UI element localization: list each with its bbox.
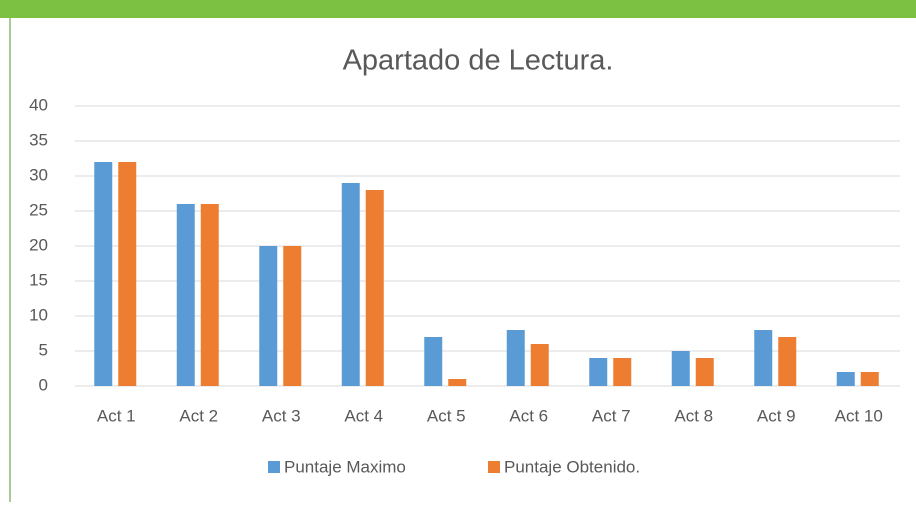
- legend-label: Puntaje Maximo: [284, 457, 406, 476]
- bar: [695, 358, 714, 386]
- x-tick-label: Act 5: [427, 406, 466, 425]
- bar: [283, 246, 302, 386]
- bar: [589, 358, 608, 386]
- bar: [94, 162, 113, 386]
- x-tick-label: Act 1: [97, 406, 136, 425]
- header-band: [0, 0, 916, 18]
- x-tick-label: Act 6: [509, 406, 548, 425]
- chart-title: Apartado de Lectura.: [343, 45, 614, 77]
- x-tick-label: Act 10: [835, 406, 883, 425]
- bar: [836, 372, 855, 386]
- y-tick-label: 20: [29, 235, 48, 254]
- bar: [671, 351, 690, 386]
- bar: [506, 330, 525, 386]
- y-tick-label: 35: [29, 130, 48, 149]
- y-tick-label: 25: [29, 200, 48, 219]
- legend-swatch: [268, 461, 280, 473]
- y-tick-label: 15: [29, 270, 48, 289]
- y-tick-label: 10: [29, 305, 48, 324]
- x-tick-label: Act 8: [674, 406, 713, 425]
- legend-label: Puntaje Obtenido.: [504, 457, 640, 476]
- bar: [613, 358, 632, 386]
- bar: [118, 162, 137, 386]
- y-tick-label: 0: [39, 375, 48, 394]
- bar: [448, 379, 467, 386]
- x-tick-label: Act 9: [757, 406, 796, 425]
- bar: [530, 344, 549, 386]
- bar: [754, 330, 773, 386]
- x-tick-label: Act 2: [179, 406, 218, 425]
- x-tick-label: Act 4: [344, 406, 383, 425]
- bar: [778, 337, 797, 386]
- bar: [341, 183, 360, 386]
- bar: [176, 204, 195, 386]
- y-tick-label: 40: [29, 95, 48, 114]
- y-tick-label: 30: [29, 165, 48, 184]
- y-tick-label: 5: [39, 340, 48, 359]
- x-tick-label: Act 3: [262, 406, 301, 425]
- bar: [365, 190, 384, 386]
- x-tick-label: Act 7: [592, 406, 631, 425]
- legend-swatch: [488, 461, 500, 473]
- bar: [860, 372, 879, 386]
- bar: [259, 246, 278, 386]
- bar: [200, 204, 219, 386]
- bar: [424, 337, 443, 386]
